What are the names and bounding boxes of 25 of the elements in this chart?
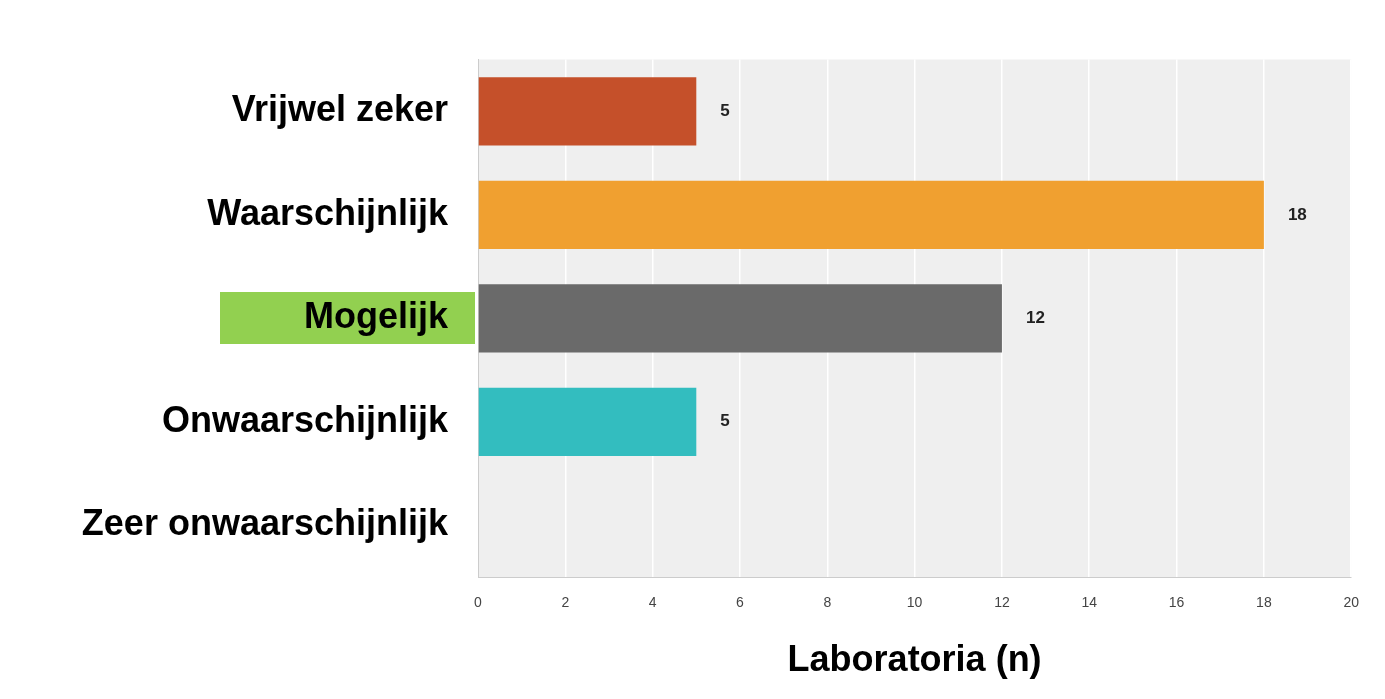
- x-tick-label: 6: [736, 594, 745, 611]
- data-label: 12: [1025, 307, 1045, 327]
- x-tick-label: 10: [906, 594, 923, 611]
- x-tick-label: 8: [823, 594, 832, 611]
- x-tick-label: 16: [1168, 594, 1185, 611]
- x-tick-label: 18: [1256, 594, 1272, 611]
- data-label: 18: [1287, 204, 1307, 224]
- bar: [478, 387, 697, 456]
- x-tick-label: 14: [1081, 594, 1098, 611]
- x-tick-label: 2: [561, 594, 570, 611]
- x-tick-label: 12: [994, 594, 1010, 611]
- x-tick-label: 20: [1343, 594, 1360, 611]
- bar: [478, 284, 1002, 353]
- x-axis-title: Laboratoria (n): [787, 638, 1042, 680]
- y-tick-label: Onwaarschijnlijk: [161, 398, 449, 440]
- y-tick-label: Vrijwel zeker: [231, 88, 448, 130]
- x-tick-label: 4: [648, 594, 657, 611]
- y-tick-label: Zeer onwaarschijnlijk: [81, 502, 449, 544]
- data-label: 5: [720, 411, 730, 431]
- y-tick-label: Mogelijk: [303, 295, 449, 337]
- bar: [478, 180, 1264, 249]
- bar: [478, 77, 697, 146]
- data-label: 5: [720, 101, 730, 121]
- y-tick-label: Waarschijnlijk: [207, 191, 449, 233]
- x-tick-label: 0: [474, 594, 483, 611]
